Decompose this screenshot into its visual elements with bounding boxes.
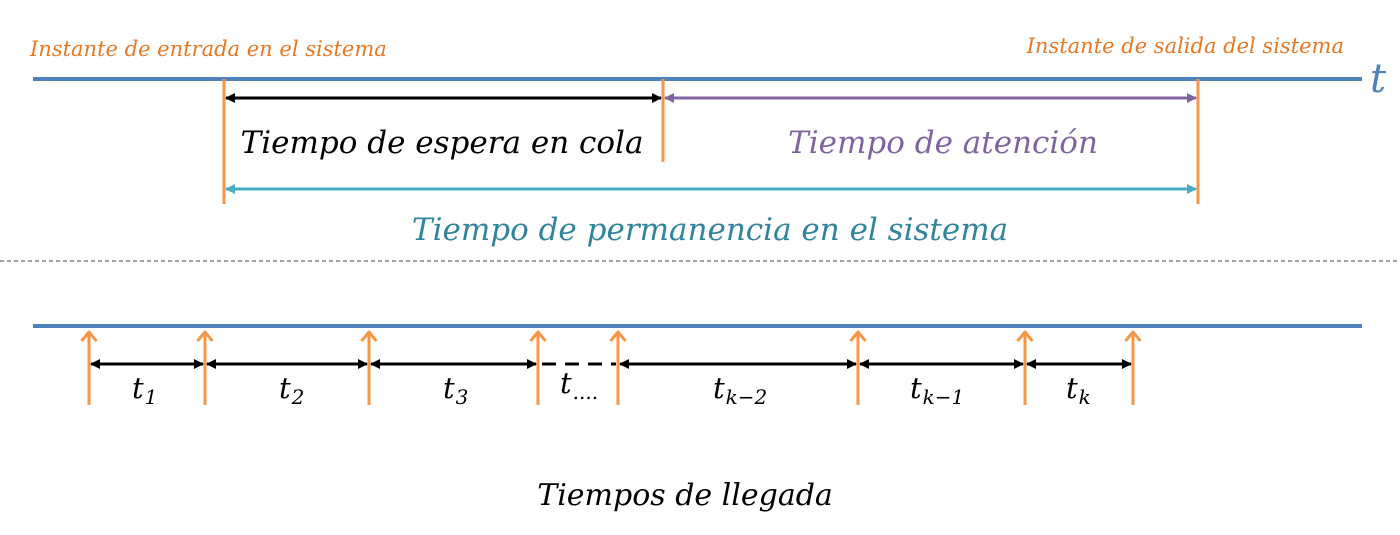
- interval-label-1: t1: [132, 371, 157, 409]
- interval-label-ellipsis: t....: [560, 366, 598, 404]
- exit-instant-label: Instante de salida del sistema: [1026, 34, 1344, 58]
- entry-instant-label: Instante de entrada en el sistema: [29, 37, 387, 61]
- interval-label-k: tk: [1066, 371, 1091, 409]
- arrival-markers: [89, 332, 1133, 405]
- queue-wait-label: Tiempo de espera en cola: [241, 125, 644, 161]
- interval-labels: t1 t2 t3 t.... tk−2 tk−1 tk: [132, 366, 1091, 409]
- interval-label-k-1: tk−1: [910, 371, 964, 409]
- time-axis-label: t: [1370, 56, 1387, 102]
- interval-label-2: t2: [279, 371, 304, 409]
- interval-label-3: t3: [443, 371, 468, 409]
- system-time-label: Tiempo de permanencia en el sistema: [412, 212, 1008, 248]
- interval-label-k-2: tk−2: [713, 371, 767, 409]
- arrival-times-caption: Tiempos de llegada: [537, 478, 833, 513]
- service-time-label: Tiempo de atención: [788, 125, 1098, 161]
